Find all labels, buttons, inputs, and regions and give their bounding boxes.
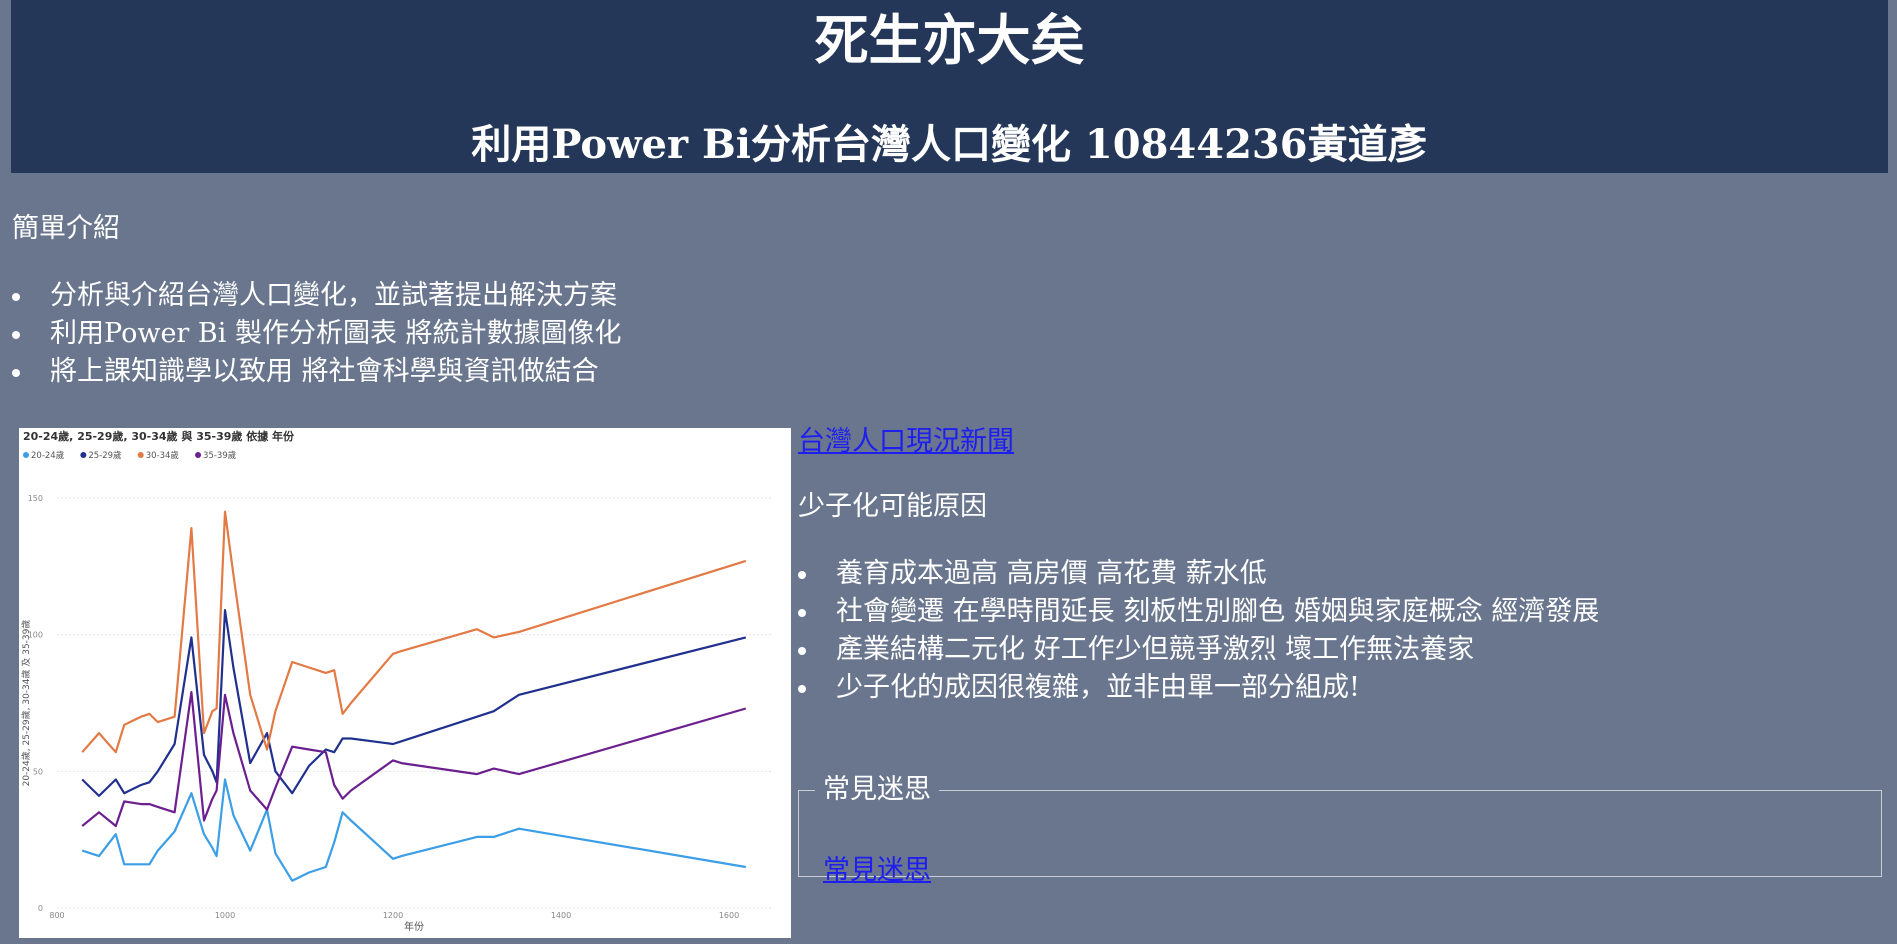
population-chart: 20-24歲, 25-29歲, 30-34歲 與 35-39歲 依據 年份 20-… — [19, 428, 791, 938]
chart-title: 20-24歲, 25-29歲, 30-34歲 與 35-39歲 依據 年份 — [23, 429, 295, 443]
myths-link[interactable]: 常見迷思 — [823, 855, 931, 886]
legend-marker — [137, 452, 144, 458]
y-tick-label: 100 — [28, 631, 43, 640]
series-line — [81, 778, 746, 882]
legend-marker — [80, 452, 87, 458]
intro-heading: 簡單介紹 — [12, 213, 120, 244]
y-axis-title: 20-24歲, 25-29歲, 30-34歲 及 35-39歲 — [20, 620, 32, 787]
list-item: 分析與介紹台灣人口變化，並試著提出解決方案 — [12, 277, 622, 315]
x-tick-label: 800 — [49, 911, 64, 920]
page-subtitle: 利用Power Bi分析台灣人口變化 10844236黃道彥 — [471, 121, 1428, 168]
series-line — [81, 510, 747, 754]
x-tick-label: 1600 — [719, 911, 739, 920]
intro-list: 分析與介紹台灣人口變化，並試著提出解決方案 利用Power Bi 製作分析圖表 … — [12, 277, 622, 391]
list-item: 將上課知識學以致用 將社會科學與資訊做結合 — [12, 353, 622, 391]
line-chart-svg: 20-24歲, 25-29歲, 30-34歲 與 35-39歲 依據 年份 20-… — [20, 429, 771, 933]
list-item: 產業結構二元化 好工作少但競爭激烈 壞工作無法養家 — [798, 631, 1599, 669]
list-item: 少子化的成因很複雜，並非由單一部分組成! — [798, 669, 1599, 707]
news-link[interactable]: 台灣人口現況新聞 — [798, 426, 1014, 457]
x-axis-title: 年份 — [404, 920, 424, 933]
reasons-heading: 少子化可能原因 — [798, 491, 987, 522]
y-tick-label: 0 — [38, 904, 43, 913]
y-tick-label: 50 — [33, 767, 43, 776]
legend-label: 25-29歲 — [88, 450, 122, 461]
list-item: 社會變遷 在學時間延長 刻板性別腳色 婚姻與家庭概念 經濟發展 — [798, 593, 1599, 631]
legend-marker — [23, 452, 29, 458]
list-item: 利用Power Bi 製作分析圖表 將統計數據圖像化 — [12, 315, 622, 353]
reasons-list: 養育成本過高 高房價 高花費 薪水低 社會變遷 在學時間延長 刻板性別腳色 婚姻… — [798, 555, 1599, 707]
legend-marker — [195, 452, 202, 458]
legend-label: 30-34歲 — [146, 450, 180, 461]
list-item: 養育成本過高 高房價 高花費 薪水低 — [798, 555, 1599, 593]
series-line — [81, 609, 747, 797]
series-line — [81, 691, 747, 828]
page-header: 死生亦大矣 利用Power Bi分析台灣人口變化 10844236黃道彥 — [11, 0, 1888, 173]
legend-label: 35-39歲 — [203, 450, 237, 461]
x-tick-label: 1200 — [383, 911, 403, 920]
myths-fieldset: 常見迷思 常見迷思 — [798, 773, 1882, 886]
x-tick-label: 1000 — [215, 911, 235, 920]
y-tick-label: 150 — [28, 494, 43, 503]
legend-label: 20-24歲 — [31, 450, 65, 461]
page-title: 死生亦大矣 — [814, 9, 1085, 72]
myths-legend: 常見迷思 — [823, 774, 931, 805]
x-tick-label: 1400 — [551, 911, 571, 920]
